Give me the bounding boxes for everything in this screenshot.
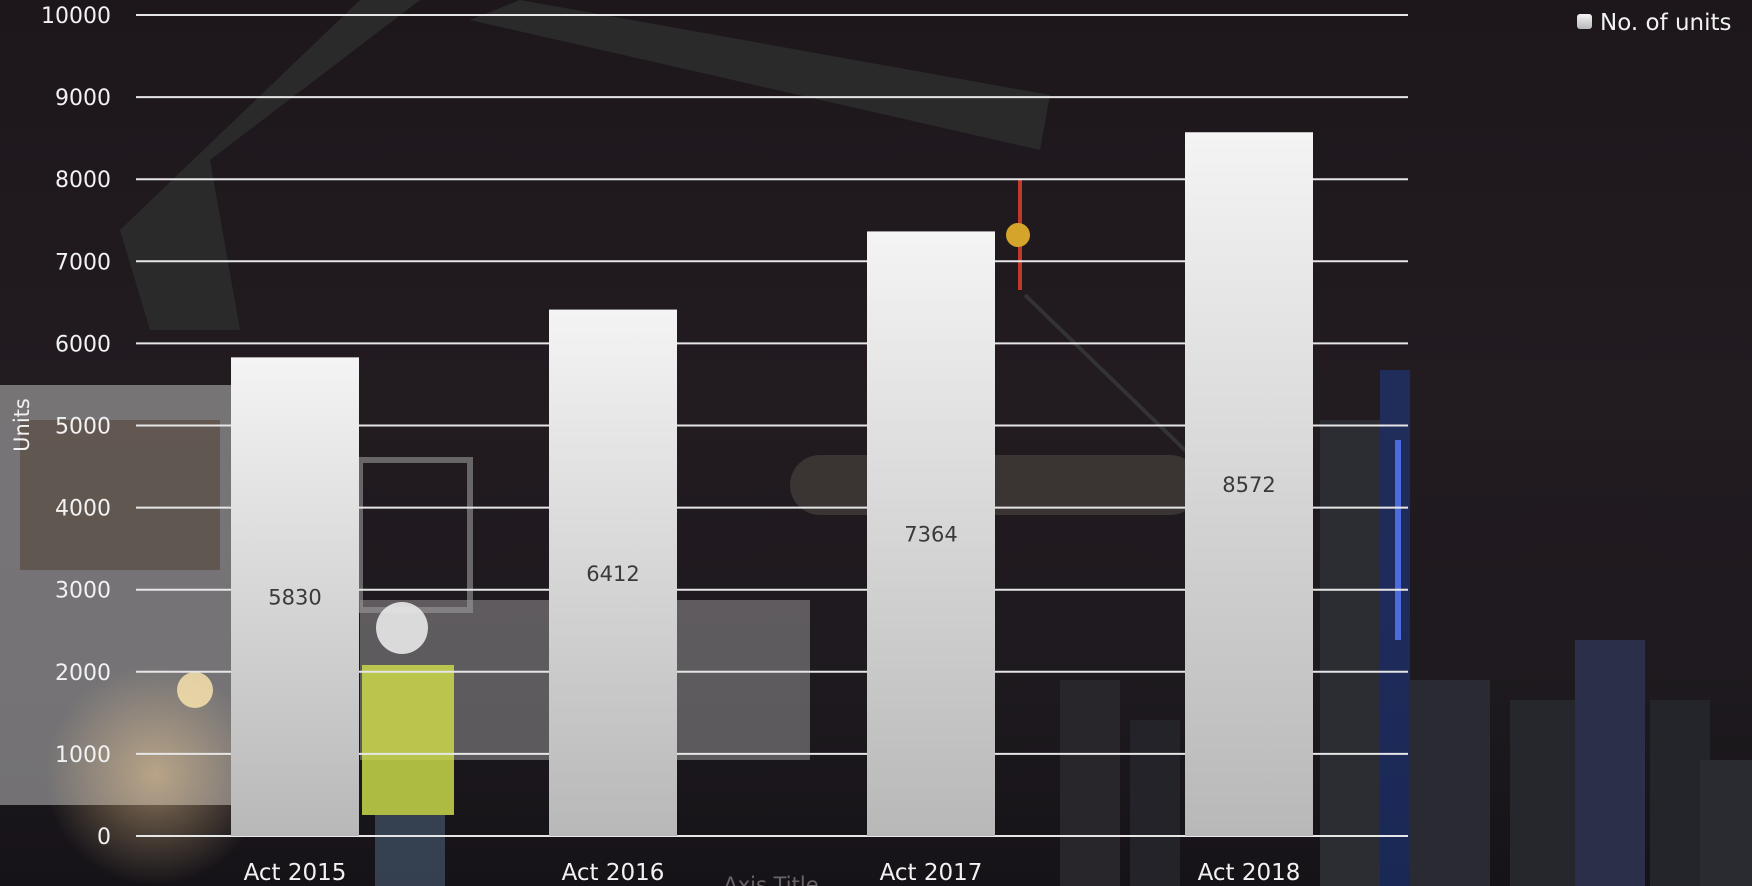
bar	[231, 357, 359, 836]
x-axis-ticks: Act 2015 Act 2016 Act 2017 Act 2018	[244, 860, 1301, 886]
y-tick-label: 0	[97, 825, 111, 850]
bar	[1185, 132, 1313, 837]
crane-boom	[470, 0, 1050, 150]
bar-data-label: 5830	[268, 586, 321, 610]
crane-arm	[120, 0, 420, 330]
y-axis-title: Units	[10, 398, 34, 452]
data-labels: 5830 6412 7364 8572	[268, 473, 1275, 610]
bars	[231, 132, 1313, 837]
x-tick-label: Act 2015	[244, 860, 347, 886]
y-axis-ticks: 0 1000 2000 3000 4000 5000 6000 7000 8000 9000 100…	[41, 4, 111, 850]
y-tick-label: 10000	[41, 4, 111, 29]
y-tick-label: 2000	[55, 661, 111, 686]
bar-data-label: 6412	[586, 562, 639, 586]
y-tick-label: 3000	[55, 579, 111, 604]
y-tick-label: 8000	[55, 168, 111, 193]
bar-data-label: 7364	[904, 523, 957, 547]
bar-data-label: 8572	[1222, 473, 1275, 497]
x-tick-label: Act 2017	[880, 860, 983, 886]
y-tick-label: 7000	[55, 250, 111, 275]
legend-swatch	[1577, 14, 1592, 29]
y-tick-label: 5000	[55, 415, 111, 440]
y-tick-label: 1000	[55, 743, 111, 768]
x-tick-label: Act 2016	[562, 860, 665, 886]
y-tick-label: 4000	[55, 497, 111, 522]
y-tick-label: 6000	[55, 332, 111, 357]
bar	[549, 309, 677, 836]
y-tick-label: 9000	[55, 86, 111, 111]
legend: No. of units	[1577, 10, 1732, 36]
bar	[867, 231, 995, 837]
x-axis-title: Axis Title	[723, 873, 818, 886]
x-tick-label: Act 2018	[1198, 860, 1301, 886]
legend-label: No. of units	[1600, 10, 1732, 36]
